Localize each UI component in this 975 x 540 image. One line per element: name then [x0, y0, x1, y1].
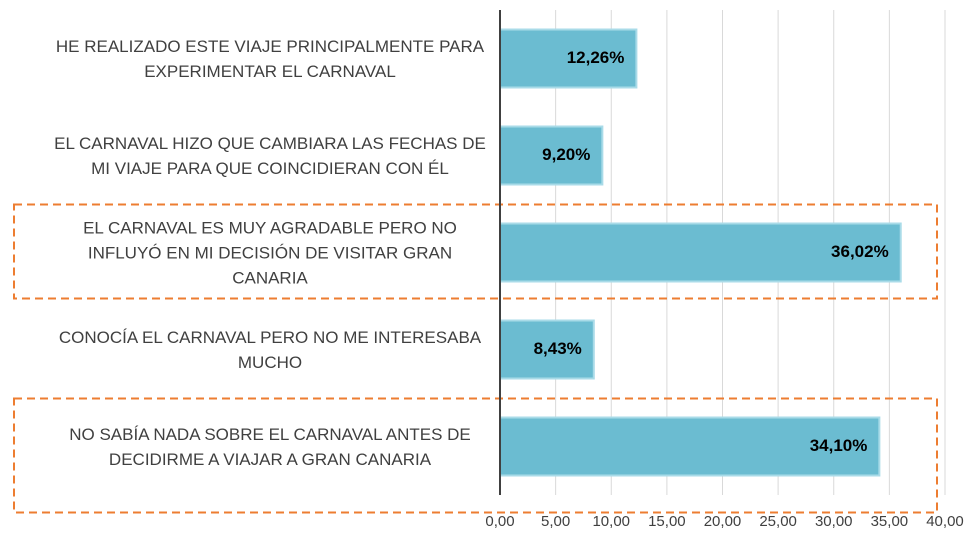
highlight-box — [13, 203, 938, 300]
x-tick-label: 5,00 — [541, 513, 570, 530]
value-label: 36,02% — [831, 242, 889, 261]
category-label: NO SABÍA NADA SOBRE EL CARNAVAL ANTES DE… — [69, 424, 471, 469]
x-tick-label: 25,00 — [759, 513, 797, 530]
x-tick-label: 30,00 — [815, 513, 853, 530]
value-label: 12,26% — [567, 48, 625, 67]
x-tick-label: 35,00 — [871, 513, 909, 530]
bar — [499, 319, 595, 380]
value-label: 34,10% — [810, 436, 868, 455]
x-tick-label: 40,00 — [926, 513, 964, 530]
x-tick-label: 0,00 — [485, 513, 514, 530]
bar — [499, 222, 902, 283]
category-label: HE REALIZADO ESTE VIAJE PRINCIPALMENTE P… — [55, 36, 485, 81]
bar — [499, 416, 881, 477]
bar — [499, 125, 604, 186]
x-tick-label: 10,00 — [592, 513, 630, 530]
value-label: 8,43% — [534, 339, 582, 358]
x-tick-label: 20,00 — [704, 513, 742, 530]
highlight-box — [13, 397, 938, 514]
category-label: EL CARNAVAL HIZO QUE CAMBIARA LAS FECHAS… — [54, 133, 486, 178]
value-label: 9,20% — [542, 145, 590, 164]
category-label: EL CARNAVAL ES MUY AGRADABLE PERO NO INF… — [83, 218, 457, 287]
category-label: CONOCÍA EL CARNAVAL PERO NO ME INTERESAB… — [58, 327, 482, 372]
bar — [499, 28, 638, 89]
x-tick-label: 15,00 — [648, 513, 686, 530]
